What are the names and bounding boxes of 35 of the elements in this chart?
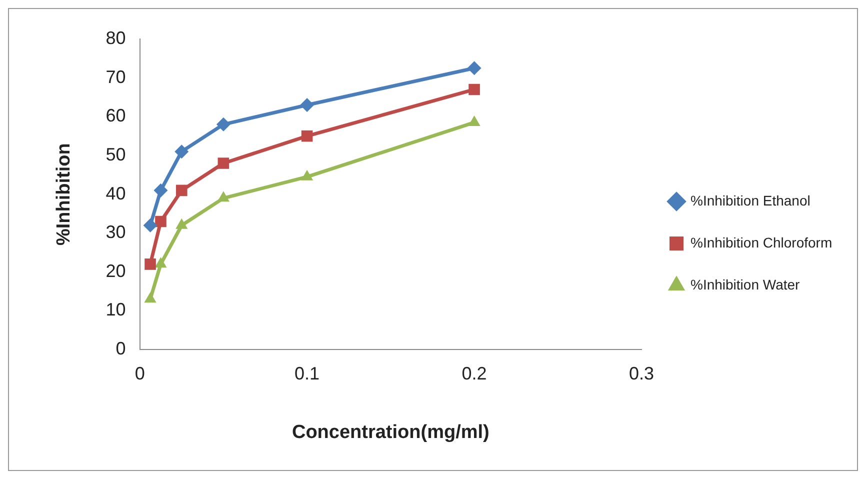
legend-label: %Inhibition Ethanol <box>690 192 810 208</box>
point <box>144 258 156 270</box>
x-tick-label: 0 <box>134 363 145 384</box>
x-tick-label: 0.2 <box>462 363 487 384</box>
y-tick-label: 40 <box>106 183 126 204</box>
point <box>300 98 314 112</box>
point <box>218 158 230 169</box>
y-tick-label: 60 <box>106 106 126 126</box>
point <box>155 216 166 228</box>
y-tick-label: 30 <box>106 222 126 242</box>
point <box>154 183 168 198</box>
point <box>217 191 230 202</box>
legend-label: %Inhibition Water <box>690 276 800 292</box>
point <box>301 130 313 142</box>
point <box>468 84 480 96</box>
point <box>176 218 188 229</box>
point <box>300 170 314 180</box>
x-tick-label: 0.1 <box>294 363 320 384</box>
point <box>174 144 189 159</box>
point <box>143 218 158 232</box>
y-axis-title: %Inhibition <box>54 143 75 246</box>
y-tick-label: 80 <box>106 28 126 48</box>
y-tick-label: 50 <box>106 144 126 164</box>
point <box>154 257 167 268</box>
point <box>467 61 482 76</box>
y-tick-label: 0 <box>116 338 126 359</box>
point <box>144 292 156 303</box>
point <box>176 184 188 196</box>
y-tick-label: 10 <box>106 300 126 320</box>
x-axis-title: Concentration(mg/ml) <box>292 422 490 443</box>
y-tick-label: 20 <box>106 260 126 281</box>
x-tick-label: 0.3 <box>628 363 654 384</box>
legend-label: %Inhibition Chloroform <box>690 234 832 250</box>
y-tick-label: 70 <box>106 66 126 87</box>
point <box>216 117 230 132</box>
